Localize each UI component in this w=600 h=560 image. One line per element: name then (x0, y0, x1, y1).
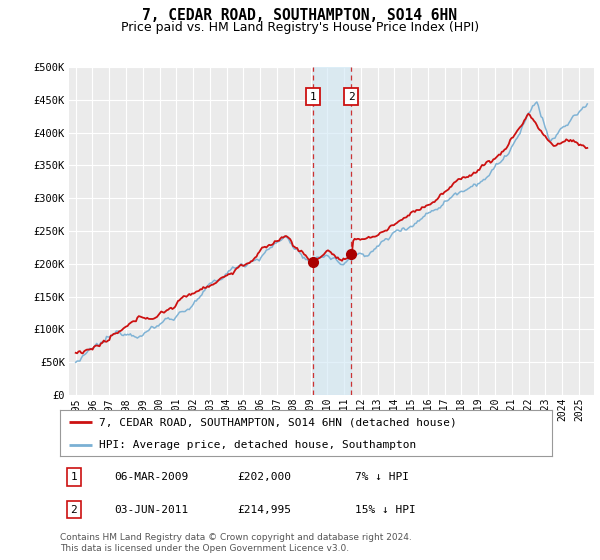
Text: £214,995: £214,995 (237, 505, 291, 515)
Text: Contains HM Land Registry data © Crown copyright and database right 2024.
This d: Contains HM Land Registry data © Crown c… (60, 533, 412, 553)
Text: 15% ↓ HPI: 15% ↓ HPI (355, 505, 416, 515)
Text: 7, CEDAR ROAD, SOUTHAMPTON, SO14 6HN (detached house): 7, CEDAR ROAD, SOUTHAMPTON, SO14 6HN (de… (100, 417, 457, 427)
Text: HPI: Average price, detached house, Southampton: HPI: Average price, detached house, Sout… (100, 440, 416, 450)
Text: 2: 2 (348, 92, 355, 102)
Text: Price paid vs. HM Land Registry's House Price Index (HPI): Price paid vs. HM Land Registry's House … (121, 21, 479, 34)
Bar (313, 67, 351, 395)
Text: £202,000: £202,000 (237, 472, 291, 482)
Text: 2: 2 (70, 505, 77, 515)
Text: 03-JUN-2011: 03-JUN-2011 (114, 505, 188, 515)
Text: 7% ↓ HPI: 7% ↓ HPI (355, 472, 409, 482)
Text: 1: 1 (310, 92, 317, 102)
Text: 06-MAR-2009: 06-MAR-2009 (114, 472, 188, 482)
Text: 7, CEDAR ROAD, SOUTHAMPTON, SO14 6HN: 7, CEDAR ROAD, SOUTHAMPTON, SO14 6HN (143, 8, 458, 24)
Text: 1: 1 (70, 472, 77, 482)
